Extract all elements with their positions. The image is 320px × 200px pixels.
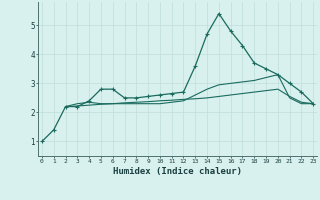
- X-axis label: Humidex (Indice chaleur): Humidex (Indice chaleur): [113, 167, 242, 176]
